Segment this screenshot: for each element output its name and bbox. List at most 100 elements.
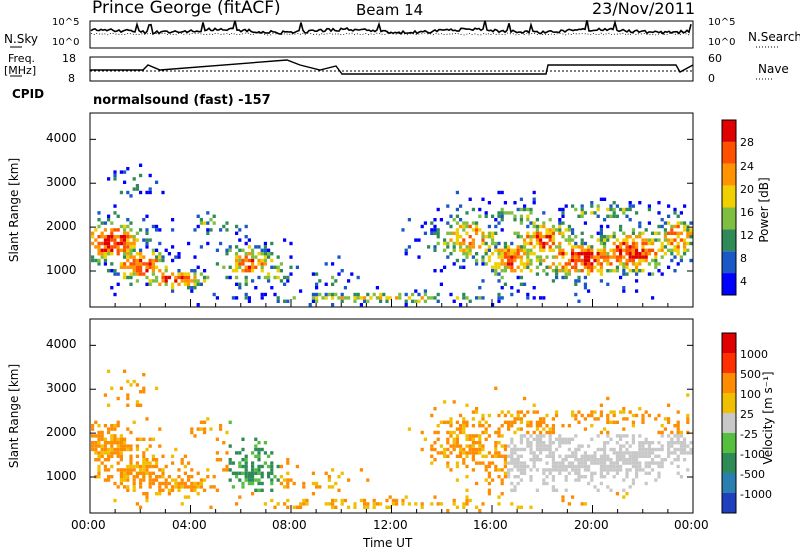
heatmap-cell [651,258,655,263]
heatmap-cell [619,454,623,458]
heatmap-cell [113,437,117,441]
heatmap-cell [622,231,626,235]
heatmap-cell [622,248,626,252]
heatmap-cell [257,454,261,458]
heatmap-cell [635,245,639,249]
heatmap-cell [561,211,565,215]
heatmap-cell [235,282,239,286]
heatmap-cell [660,447,664,452]
heatmap-cell [318,279,322,283]
power-cbar-tick: 8 [740,252,747,265]
heatmap-cell [212,475,216,479]
heatmap-cell [97,258,101,263]
heatmap-cell [561,231,565,235]
heatmap-cell [638,461,642,465]
heatmap-cell [270,461,274,465]
heatmap-cell [670,231,674,235]
heatmap-cell [625,468,629,472]
heatmap-cell [196,427,200,431]
heatmap-cell [539,424,543,428]
heatmap-cell [516,252,520,256]
heatmap-cell [500,228,504,232]
heatmap-cell [151,437,155,441]
colorbar-segment [722,273,736,295]
heatmap-cell [548,235,552,239]
heatmap-cell [199,218,203,222]
heatmap-cell [487,481,491,486]
heatmap-cell [519,255,523,259]
heatmap-cell [113,292,117,297]
heatmap-cell [519,275,523,280]
heatmap-cell [599,471,603,475]
heatmap-cell [580,258,584,263]
heatmap-cell [356,275,360,280]
heatmap-cell [190,427,194,431]
heatmap-cell [283,299,287,303]
heatmap-cell [500,190,504,195]
heatmap-cell [615,248,619,252]
heatmap-cell [238,228,242,232]
heatmap-cell [539,420,543,424]
heatmap-cell [644,241,648,246]
heatmap-cell [526,258,530,263]
heatmap-cell [475,410,479,414]
heatmap-cell [603,241,607,246]
heatmap-cell [126,190,130,195]
heatmap-cell [535,424,539,428]
heatmap-cell [510,262,514,266]
heatmap-cell [439,444,443,448]
heatmap-cell [564,441,568,445]
heatmap-cell [667,214,671,218]
heatmap-cell [577,252,581,256]
heatmap-cell [94,444,98,448]
heatmap-cell [110,252,114,256]
heatmap-cell [404,252,408,256]
heatmap-cell [167,252,171,256]
heatmap-cell [481,454,485,458]
heatmap-cell [311,299,315,303]
heatmap-cell [129,471,133,475]
heatmap-cell [532,190,536,195]
heatmap-cell [587,444,591,448]
heatmap-cell [667,454,671,458]
heatmap-cell [468,241,472,246]
heatmap-cell [257,245,261,249]
heatmap-cell [529,269,533,273]
heatmap-cell [609,461,613,465]
heatmap-cell [478,286,482,290]
heatmap-cell [593,461,597,465]
heatmap-cell [564,458,568,462]
heatmap-cell [571,464,575,469]
heatmap-cell [414,238,418,242]
heatmap-cell [574,478,578,482]
heatmap-cell [366,478,370,482]
heatmap-cell [180,478,184,482]
heatmap-cell [116,441,120,445]
heatmap-cell [254,478,258,482]
heatmap-cell [375,296,379,300]
heatmap-cell [500,269,504,273]
heatmap-cell [315,286,319,290]
heatmap-cell [510,286,514,290]
heatmap-cell [222,224,226,229]
heatmap-cell [670,238,674,242]
heatmap-cell [583,262,587,266]
heatmap-cell [142,437,146,441]
heatmap-cell [567,238,571,242]
heatmap-cell [516,464,520,469]
heatmap-cell [235,475,239,479]
heatmap-cell [199,272,203,276]
heatmap-cell [145,468,149,472]
heatmap-cell [452,231,456,235]
heatmap-cell [555,275,559,280]
heatmap-cell [535,447,539,452]
heatmap-cell [478,451,482,455]
heatmap-cell [180,279,184,283]
heatmap-cell [113,272,117,276]
heatmap-cell [257,488,261,492]
heatmap-cell [260,292,264,297]
heatmap-cell [244,265,248,269]
heatmap-cell [663,245,667,249]
heatmap-cell [462,430,466,435]
heatmap-cell [567,461,571,465]
